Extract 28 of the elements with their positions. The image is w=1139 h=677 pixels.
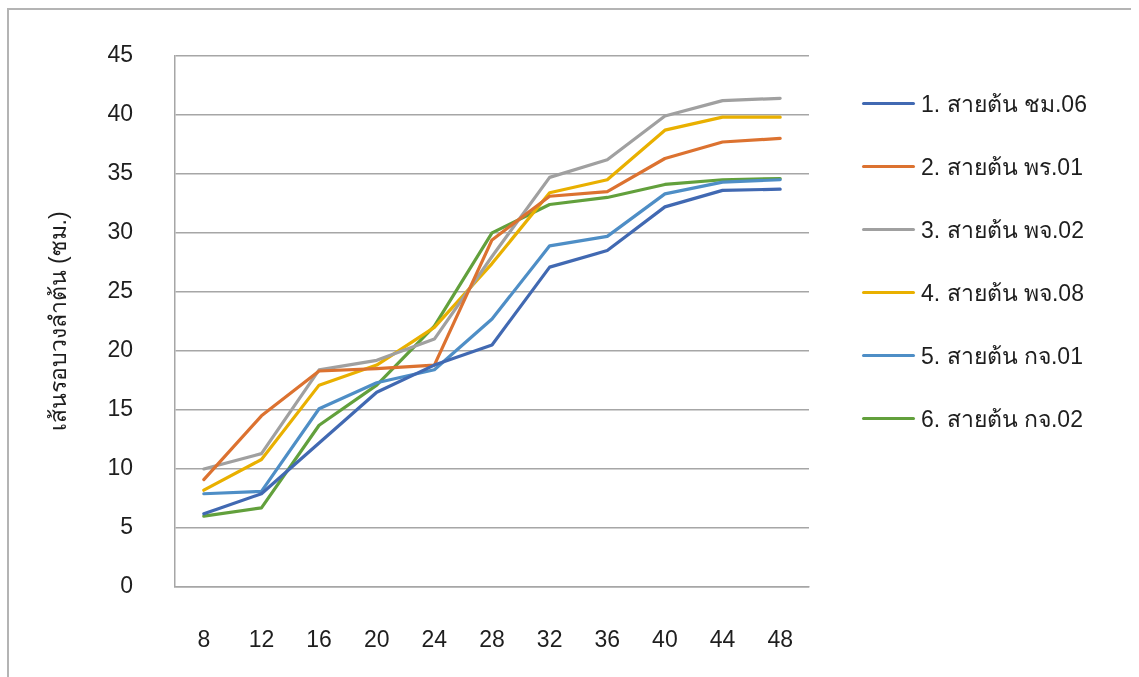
x-tick-label: 40 <box>652 626 678 653</box>
y-tick-label: 45 <box>107 41 133 68</box>
y-tick-label: 30 <box>107 218 133 245</box>
x-tick-label: 24 <box>421 626 448 653</box>
y-tick-label: 10 <box>107 454 133 481</box>
x-tick-label: 16 <box>306 626 332 653</box>
legend-label: 4. สายต้น พจ.08 <box>921 278 1084 308</box>
y-axis-title: เส้นรอบวงลำต้น (ซม.) <box>45 211 72 432</box>
legend-label: 1. สายต้น ชม.06 <box>921 89 1087 119</box>
y-tick-label: 0 <box>120 572 133 599</box>
y-tick-label: 5 <box>120 513 133 540</box>
x-tick-label: 36 <box>594 626 621 653</box>
legend-label: 5. สายต้น กจ.01 <box>921 341 1083 371</box>
legend-label: 6. สายต้น กจ.02 <box>921 404 1083 434</box>
x-tick-label: 48 <box>767 626 793 653</box>
x-tick-label: 12 <box>248 626 275 653</box>
x-tick-label: 44 <box>709 626 736 653</box>
y-tick-label: 25 <box>107 277 133 304</box>
x-tick-label: 32 <box>536 626 563 653</box>
x-tick-label: 8 <box>197 626 211 653</box>
x-tick-label: 28 <box>479 626 505 653</box>
y-tick-label: 20 <box>107 336 133 363</box>
x-tick-label: 20 <box>363 626 390 653</box>
y-tick-label: 35 <box>107 159 133 186</box>
y-tick-label: 40 <box>107 100 133 127</box>
legend-label: 3. สายต้น พจ.02 <box>921 215 1084 245</box>
legend-label: 2. สายต้น พร.01 <box>921 152 1083 182</box>
y-tick-label: 15 <box>107 395 133 422</box>
